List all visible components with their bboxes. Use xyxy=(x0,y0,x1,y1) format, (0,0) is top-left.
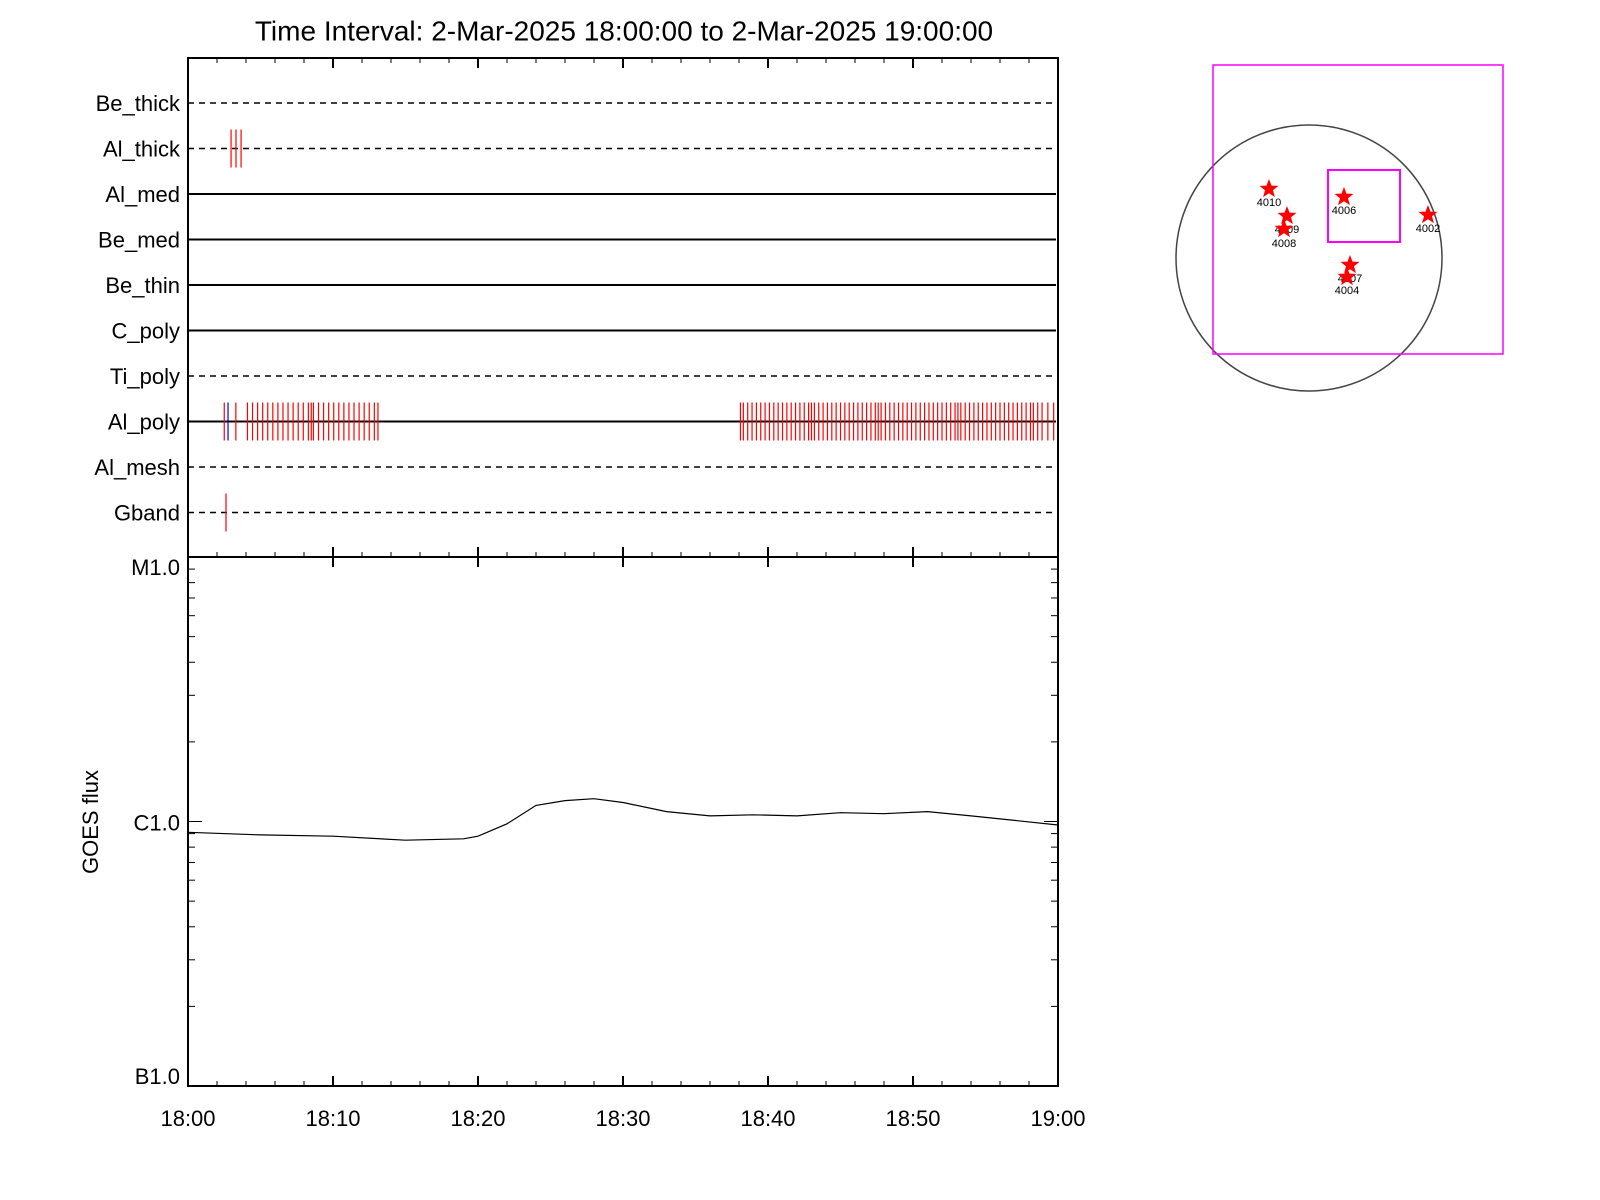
region-star xyxy=(1274,219,1294,238)
chart-title: Time Interval: 2-Mar-2025 18:00:00 to 2-… xyxy=(255,15,993,46)
field-of-view xyxy=(1212,64,1504,355)
y-tick-label: C1.0 xyxy=(134,810,180,835)
filter-label: Be_thick xyxy=(96,91,181,116)
region-label: 4004 xyxy=(1335,285,1359,297)
filter-label: Gband xyxy=(114,500,180,525)
solar-disk xyxy=(1175,124,1443,392)
region-star xyxy=(1337,267,1357,286)
region-star xyxy=(1259,179,1279,198)
x-tick-label: 18:20 xyxy=(450,1106,505,1131)
filter-label: Al_mesh xyxy=(94,455,180,480)
region-star xyxy=(1334,187,1354,206)
filter-label: C_poly xyxy=(112,318,180,343)
region-label: 4006 xyxy=(1332,205,1356,217)
filter-label: Be_med xyxy=(98,227,180,252)
region-star xyxy=(1418,205,1438,224)
filter-label: Al_med xyxy=(105,182,180,207)
timeline-frame xyxy=(187,57,1059,558)
region-label: 4010 xyxy=(1257,197,1281,209)
region-star xyxy=(1277,206,1297,225)
y-tick-label: M1.0 xyxy=(131,555,180,580)
region-label: 4002 xyxy=(1416,223,1440,235)
y-tick-label: B1.0 xyxy=(135,1064,180,1089)
x-tick-label: 18:00 xyxy=(160,1106,215,1131)
filter-label: Ti_poly xyxy=(110,364,180,389)
x-tick-label: 19:00 xyxy=(1030,1106,1085,1131)
filter-label: Be_thin xyxy=(105,273,180,298)
x-tick-label: 18:30 xyxy=(595,1106,650,1131)
x-tick-label: 18:40 xyxy=(740,1106,795,1131)
filter-label: Al_poly xyxy=(108,409,180,434)
x-tick-label: 18:50 xyxy=(885,1106,940,1131)
goes-curve xyxy=(187,798,1059,841)
goes-frame xyxy=(187,556,1059,1087)
filter-label: Al_thick xyxy=(103,136,181,161)
y-axis-label: GOES flux xyxy=(78,770,103,874)
target-box xyxy=(1327,169,1401,243)
region-star xyxy=(1340,255,1360,274)
region-label: 4008 xyxy=(1272,238,1296,250)
x-tick-label: 18:10 xyxy=(305,1106,360,1131)
